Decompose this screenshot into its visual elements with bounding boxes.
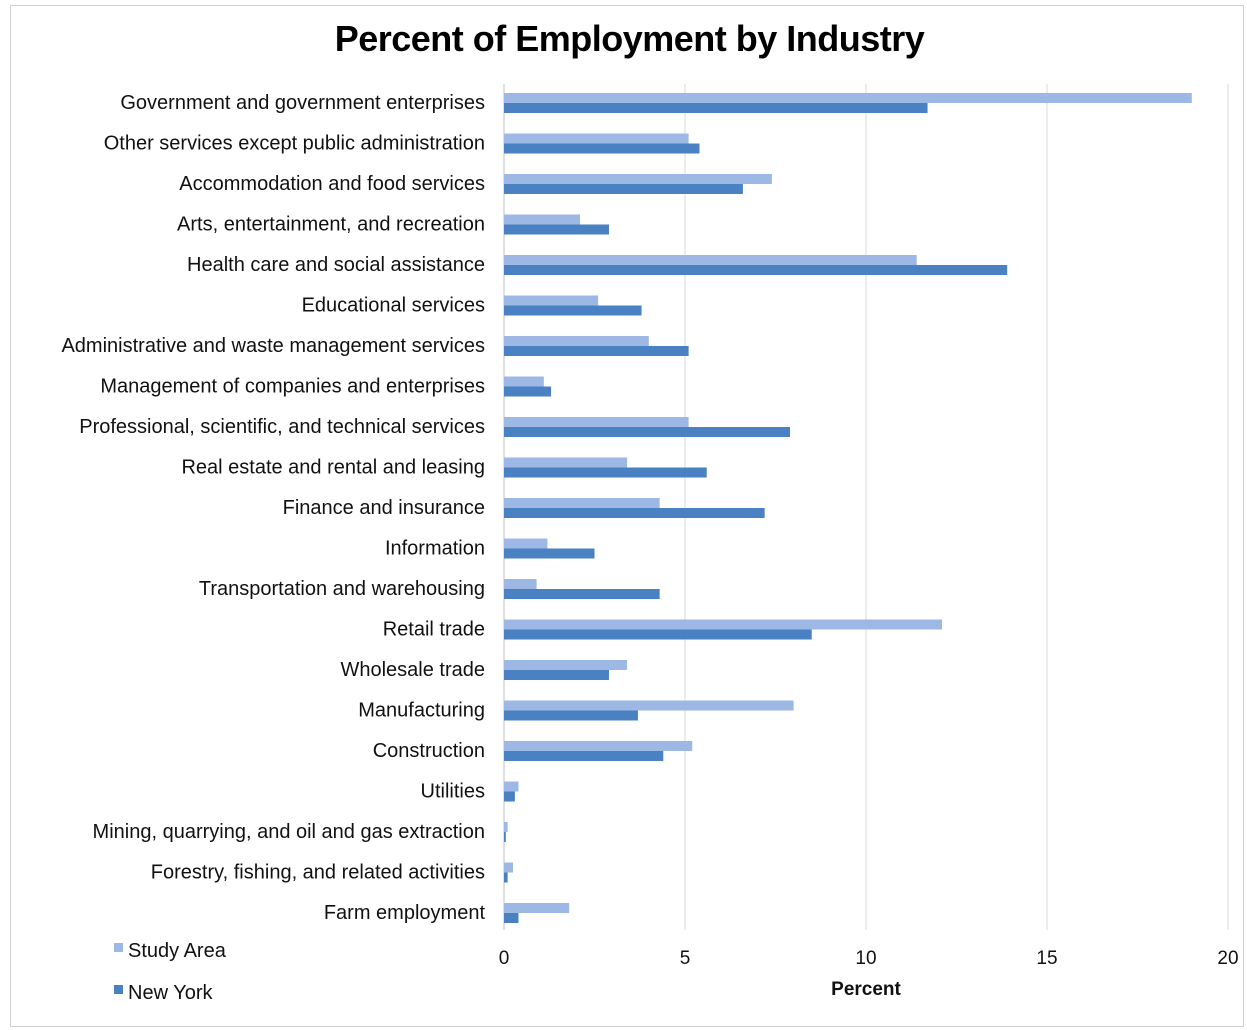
category-label: Other services except public administrat… xyxy=(104,133,485,155)
x-tick-label: 15 xyxy=(1036,948,1057,969)
bar-study-area xyxy=(504,417,689,427)
bar-new-york xyxy=(504,467,707,478)
bar-study-area xyxy=(504,700,794,711)
bar-study-area xyxy=(504,538,548,549)
legend-swatch xyxy=(114,943,123,952)
bar-study-area xyxy=(504,903,570,913)
bar-study-area xyxy=(504,579,537,589)
legend-label: Study Area xyxy=(128,940,227,962)
bar-study-area xyxy=(504,619,943,630)
x-tick-label: 10 xyxy=(855,948,876,969)
category-label: Manufacturing xyxy=(358,700,485,722)
bar-new-york xyxy=(504,832,506,842)
category-label: Wholesale trade xyxy=(340,659,485,681)
bar-study-area xyxy=(504,255,917,265)
bars xyxy=(504,93,1192,923)
bar-new-york xyxy=(504,751,664,761)
x-tick-label: 0 xyxy=(499,948,510,969)
category-label: Accommodation and food services xyxy=(179,173,485,195)
category-label: Finance and insurance xyxy=(283,497,485,519)
category-label: Information xyxy=(385,538,485,560)
bar-study-area xyxy=(504,822,508,832)
bar-new-york xyxy=(504,913,519,923)
category-label: Mining, quarrying, and oil and gas extra… xyxy=(93,821,485,843)
bar-new-york xyxy=(504,143,700,154)
bar-study-area xyxy=(504,174,772,184)
bar-study-area xyxy=(504,133,689,144)
category-label: Construction xyxy=(373,740,485,762)
bar-new-york xyxy=(504,670,609,680)
bar-new-york xyxy=(504,103,928,113)
category-label: Administrative and waste management serv… xyxy=(61,335,485,357)
category-label: Arts, entertainment, and recreation xyxy=(177,214,485,236)
legend-label: New York xyxy=(128,982,213,1004)
chart-title: Percent of Employment by Industry xyxy=(334,18,925,59)
bar-new-york xyxy=(504,589,660,599)
legend-swatch xyxy=(114,985,123,994)
bar-study-area xyxy=(504,862,514,873)
bar-new-york xyxy=(504,427,790,437)
category-label: Forestry, fishing, and related activitie… xyxy=(151,862,485,884)
bar-study-area xyxy=(504,660,628,670)
category-label: Health care and social assistance xyxy=(187,254,485,276)
legend: Study Area New York xyxy=(114,940,227,1004)
bar-new-york xyxy=(504,386,552,397)
category-label: Transportation and warehousing xyxy=(199,578,485,600)
bar-new-york xyxy=(504,305,642,316)
category-label: Professional, scientific, and technical … xyxy=(79,416,485,438)
bar-study-area xyxy=(504,457,628,468)
bar-new-york xyxy=(504,265,1008,275)
bar-study-area xyxy=(504,781,519,792)
bar-study-area xyxy=(504,214,581,225)
x-tick-label: 20 xyxy=(1217,948,1238,969)
bar-new-york xyxy=(504,224,609,235)
bar-study-area xyxy=(504,376,544,387)
category-label: Retail trade xyxy=(383,619,485,641)
bar-new-york xyxy=(504,184,743,194)
bar-study-area xyxy=(504,93,1192,103)
bar-new-york xyxy=(504,872,508,883)
category-label: Real estate and rental and leasing xyxy=(181,457,485,479)
bar-study-area xyxy=(504,741,693,751)
category-label: Educational services xyxy=(302,295,485,317)
bar-new-york xyxy=(504,710,638,721)
x-axis-ticks: 0 5 10 15 20 xyxy=(499,948,1239,969)
bar-new-york xyxy=(504,629,812,640)
bar-study-area xyxy=(504,498,660,508)
bar-new-york xyxy=(504,346,689,356)
x-axis-title: Percent xyxy=(831,979,901,1000)
bar-study-area xyxy=(504,295,599,306)
category-label: Utilities xyxy=(421,781,485,803)
category-label: Farm employment xyxy=(324,902,486,924)
category-label: Management of companies and enterprises xyxy=(100,376,485,398)
bar-new-york xyxy=(504,791,515,802)
category-labels: Government and government enterprises Oth… xyxy=(61,92,485,924)
x-tick-label: 5 xyxy=(680,948,691,969)
bar-new-york xyxy=(504,548,595,559)
bar-new-york xyxy=(504,508,765,518)
category-label: Government and government enterprises xyxy=(120,92,485,114)
bar-study-area xyxy=(504,336,649,346)
